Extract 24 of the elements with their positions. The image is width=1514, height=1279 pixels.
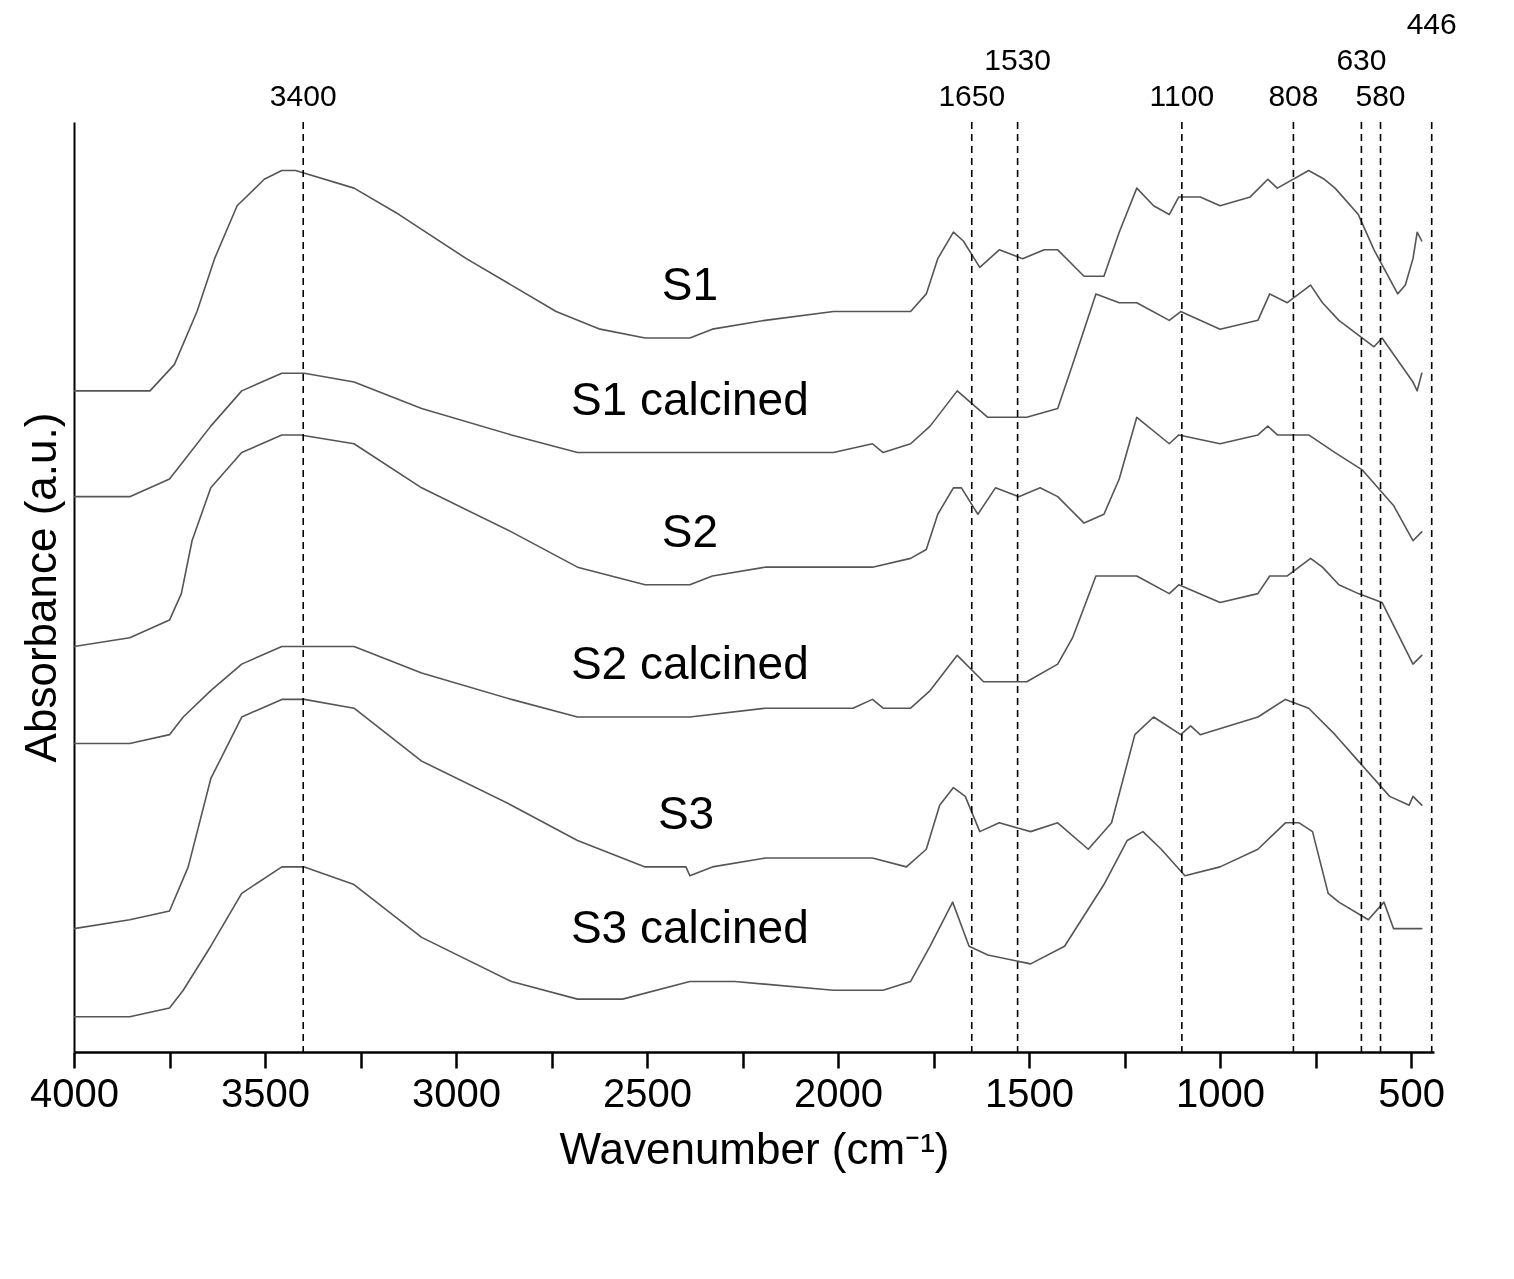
series-label: S1 calcined (570, 372, 809, 425)
ref-line-label: 1530 (984, 43, 1051, 76)
series-label: S1 (661, 257, 718, 310)
ref-line-label: 1650 (938, 79, 1006, 112)
x-tick-label: 1500 (985, 1070, 1075, 1115)
x-tick-label: 3000 (412, 1070, 502, 1115)
x-tick-label: 2000 (794, 1070, 884, 1115)
ref-line-label: 3400 (269, 79, 337, 112)
series-label: S2 calcined (570, 637, 809, 690)
x-axis-title: Wavenumber (cm⁻¹) (559, 1123, 950, 1173)
ref-line-label: 630 (1336, 43, 1387, 76)
x-tick-label: 1000 (1176, 1070, 1266, 1115)
series-label: S3 calcined (570, 901, 809, 954)
series-label: S2 (661, 504, 718, 557)
x-tick-label: 500 (1378, 1070, 1445, 1115)
ref-line-label: 580 (1355, 79, 1406, 112)
series-label: S3 (657, 786, 715, 839)
y-axis-title: Absorbance (a.u.) (15, 412, 65, 763)
ref-line-label: 1100 (1149, 79, 1215, 112)
x-tick-label: 3500 (221, 1070, 310, 1115)
ref-line-label: 808 (1268, 79, 1319, 112)
ref-line-label: 446 (1406, 7, 1457, 40)
x-tick-label: 2500 (603, 1070, 693, 1115)
x-tick-label: 4000 (30, 1070, 119, 1115)
